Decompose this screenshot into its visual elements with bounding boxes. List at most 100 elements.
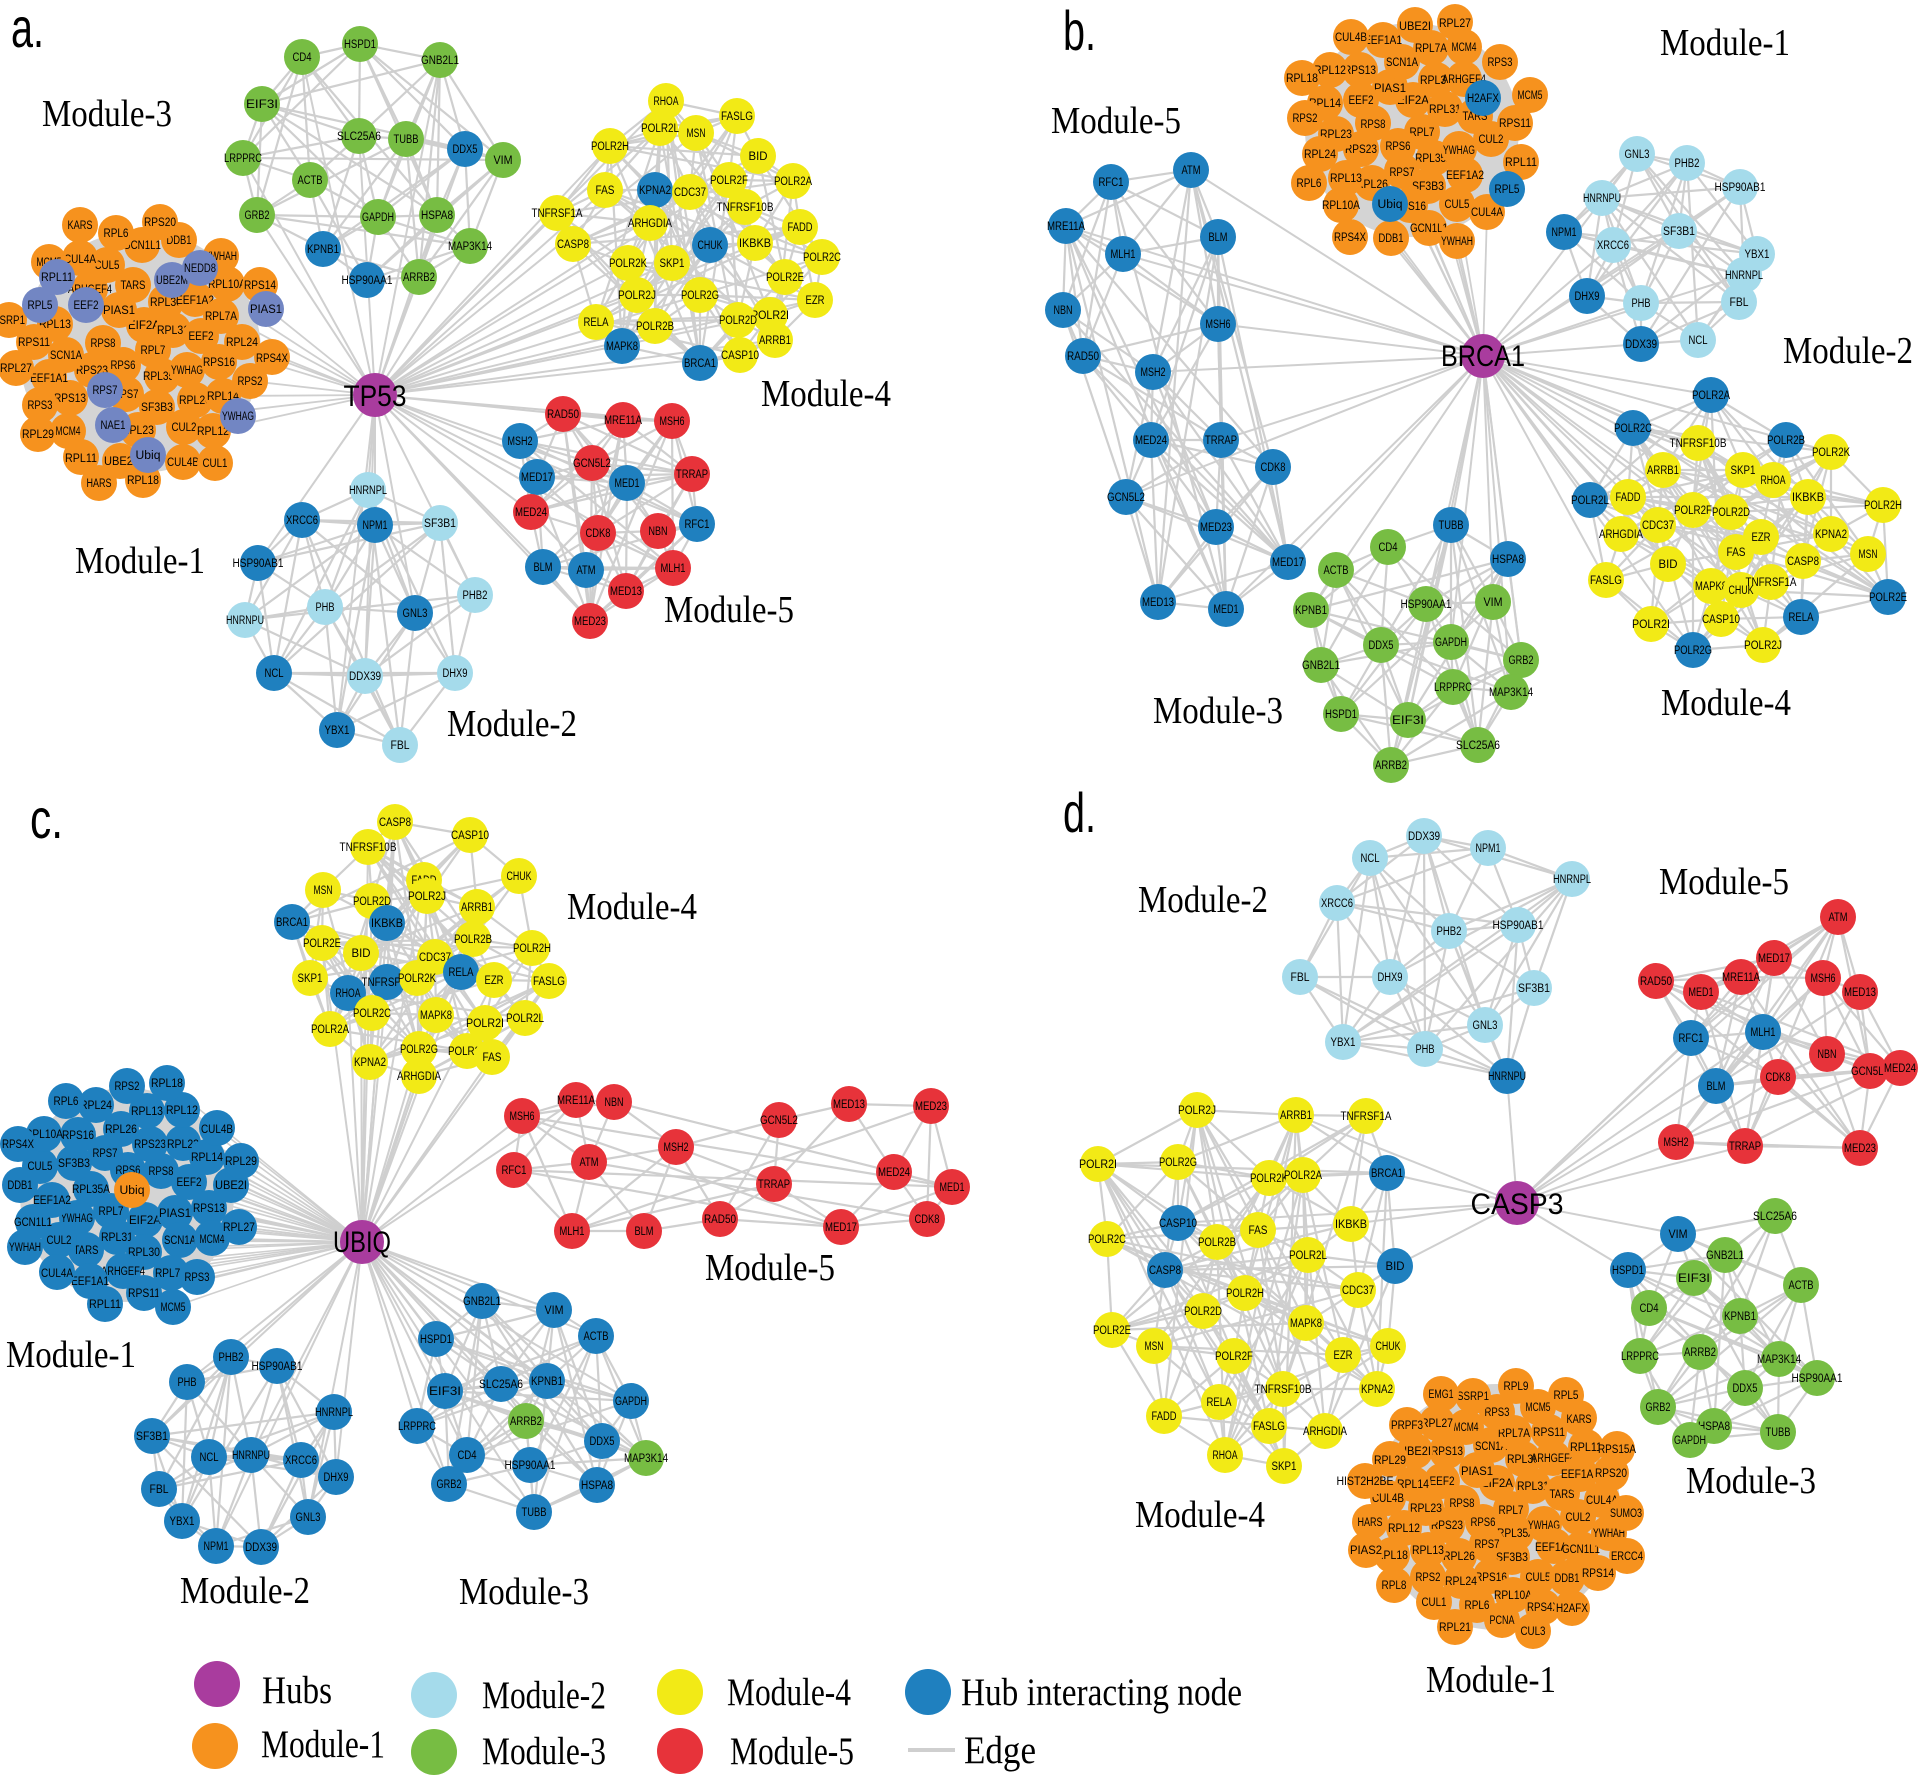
svg-text:MLH1: MLH1: [1751, 1027, 1776, 1039]
svg-text:TUBB: TUBB: [394, 134, 419, 146]
svg-text:Module-5: Module-5: [664, 589, 794, 631]
svg-text:HSPD1: HSPD1: [420, 1334, 452, 1346]
svg-text:POLR2J: POLR2J: [1744, 640, 1782, 652]
svg-text:ARRB1: ARRB1: [759, 335, 791, 347]
svg-text:EIF3I: EIF3I: [1678, 1273, 1710, 1285]
svg-text:BRCA1: BRCA1: [1441, 340, 1525, 373]
svg-text:YBX1: YBX1: [1745, 249, 1770, 261]
svg-text:RPS4X: RPS4X: [2, 1139, 34, 1151]
svg-text:MSN: MSN: [1145, 1341, 1164, 1353]
svg-text:POLR2K: POLR2K: [398, 973, 436, 985]
svg-text:ARRB1: ARRB1: [1280, 1110, 1312, 1122]
svg-text:RPS16: RPS16: [1475, 1572, 1507, 1584]
svg-text:MSH2: MSH2: [508, 436, 533, 448]
svg-text:SKP1: SKP1: [298, 973, 323, 985]
svg-text:POLR2A: POLR2A: [774, 176, 812, 188]
svg-text:LRPPRC: LRPPRC: [1621, 1351, 1659, 1363]
svg-text:SF3B3: SF3B3: [141, 402, 173, 414]
svg-text:GCN5L2: GCN5L2: [1851, 1066, 1889, 1078]
svg-text:Module-2: Module-2: [447, 703, 577, 745]
svg-text:EEF1A1: EEF1A1: [1364, 35, 1402, 47]
svg-text:HNRNPL: HNRNPL: [315, 1407, 353, 1419]
svg-text:POLR2B: POLR2B: [1767, 435, 1805, 447]
svg-text:POLR2A: POLR2A: [1284, 1170, 1322, 1182]
svg-text:KPNB1: KPNB1: [531, 1376, 563, 1388]
svg-text:RPL10A: RPL10A: [208, 279, 246, 291]
svg-text:CASP10: CASP10: [721, 350, 759, 362]
svg-text:MSH6: MSH6: [660, 416, 685, 428]
svg-text:POLR2G: POLR2G: [1159, 1157, 1197, 1169]
svg-text:CDC37: CDC37: [1342, 1285, 1374, 1297]
svg-text:RPS15A: RPS15A: [1598, 1444, 1636, 1456]
svg-text:GCN5L2: GCN5L2: [760, 1115, 798, 1127]
svg-text:MED1: MED1: [615, 478, 640, 490]
svg-text:MCM5: MCM5: [1518, 90, 1543, 102]
svg-text:MCM4: MCM4: [1454, 1422, 1479, 1434]
svg-text:SF3B3: SF3B3: [1496, 1552, 1528, 1564]
svg-text:CUL2: CUL2: [1566, 1512, 1591, 1524]
svg-text:VIM: VIM: [545, 1305, 564, 1317]
svg-text:RPS3: RPS3: [185, 1272, 210, 1284]
svg-text:FASLG: FASLG: [1253, 1421, 1285, 1433]
svg-text:MED24: MED24: [1884, 1063, 1916, 1075]
svg-text:SKP1: SKP1: [1731, 465, 1756, 477]
svg-text:MED23: MED23: [1844, 1143, 1876, 1155]
svg-text:NBN: NBN: [1054, 305, 1073, 317]
svg-text:FAS: FAS: [596, 185, 615, 197]
svg-text:YWHAH: YWHAH: [1593, 1528, 1625, 1540]
svg-text:ATM: ATM: [580, 1157, 599, 1169]
svg-text:RPS23: RPS23: [1345, 144, 1377, 156]
svg-text:RPS16: RPS16: [62, 1130, 94, 1142]
svg-text:HSPD1: HSPD1: [1612, 1265, 1644, 1277]
svg-text:RPS13: RPS13: [1431, 1446, 1463, 1458]
svg-text:RPS8: RPS8: [1361, 119, 1386, 131]
svg-text:CASP8: CASP8: [1787, 556, 1819, 568]
svg-text:FASLG: FASLG: [721, 111, 753, 123]
svg-text:GNL3: GNL3: [1625, 149, 1650, 161]
svg-text:MSH6: MSH6: [510, 1111, 535, 1123]
svg-text:CUL1: CUL1: [203, 458, 228, 470]
svg-text:MLH1: MLH1: [661, 563, 686, 575]
svg-text:CHUK: CHUK: [1729, 585, 1754, 597]
svg-text:CUL5: CUL5: [1526, 1572, 1551, 1584]
svg-text:RAD50: RAD50: [704, 1214, 736, 1226]
svg-text:RPS6: RPS6: [111, 360, 136, 372]
svg-text:PRPF3: PRPF3: [1391, 1420, 1423, 1432]
svg-text:Module-3: Module-3: [1686, 1460, 1816, 1502]
svg-text:FAS: FAS: [1249, 1225, 1268, 1237]
svg-text:RPL7: RPL7: [99, 1206, 124, 1218]
svg-text:BLM: BLM: [1707, 1081, 1726, 1093]
svg-text:RPL31: RPL31: [1517, 1481, 1549, 1493]
svg-text:RPL29: RPL29: [1374, 1455, 1406, 1467]
svg-text:TRRAP: TRRAP: [1729, 1141, 1761, 1153]
svg-text:CUL5: CUL5: [1445, 199, 1470, 211]
svg-text:CUL4A: CUL4A: [1471, 207, 1503, 219]
svg-text:CASP8: CASP8: [557, 239, 589, 251]
svg-text:MLH1: MLH1: [1111, 249, 1136, 261]
svg-text:Ubiq: Ubiq: [1378, 199, 1403, 211]
svg-text:RELA: RELA: [1789, 612, 1814, 624]
svg-text:RPS11: RPS11: [1533, 1427, 1565, 1439]
svg-text:NCL: NCL: [200, 1452, 219, 1464]
svg-text:RPL31: RPL31: [101, 1232, 133, 1244]
svg-text:MED23: MED23: [574, 616, 606, 628]
svg-text:RPL13: RPL13: [1330, 173, 1362, 185]
svg-text:EEF2: EEF2: [1430, 1476, 1455, 1488]
svg-text:ARRB1: ARRB1: [1647, 465, 1679, 477]
svg-text:XRCC6: XRCC6: [1321, 898, 1353, 910]
svg-text:MED17: MED17: [1272, 557, 1304, 569]
svg-text:HARS: HARS: [1358, 1517, 1383, 1529]
svg-text:MSH2: MSH2: [1141, 367, 1166, 379]
svg-text:CUL2: CUL2: [1479, 134, 1504, 146]
svg-text:LRPPRC: LRPPRC: [1434, 682, 1472, 694]
svg-text:Module-3: Module-3: [459, 1571, 589, 1613]
svg-text:MAPK8: MAPK8: [420, 1010, 452, 1022]
svg-text:YWHAG: YWHAG: [171, 365, 203, 377]
svg-text:POLR2H: POLR2H: [1226, 1288, 1264, 1300]
svg-text:POLR2F: POLR2F: [1674, 505, 1712, 517]
svg-text:Module-3: Module-3: [482, 1730, 606, 1773]
svg-text:RPL10A: RPL10A: [1322, 200, 1360, 212]
svg-text:CHUK: CHUK: [1376, 1341, 1401, 1353]
svg-text:POLR2E: POLR2E: [303, 938, 341, 950]
svg-text:VIM: VIM: [1669, 1229, 1688, 1241]
